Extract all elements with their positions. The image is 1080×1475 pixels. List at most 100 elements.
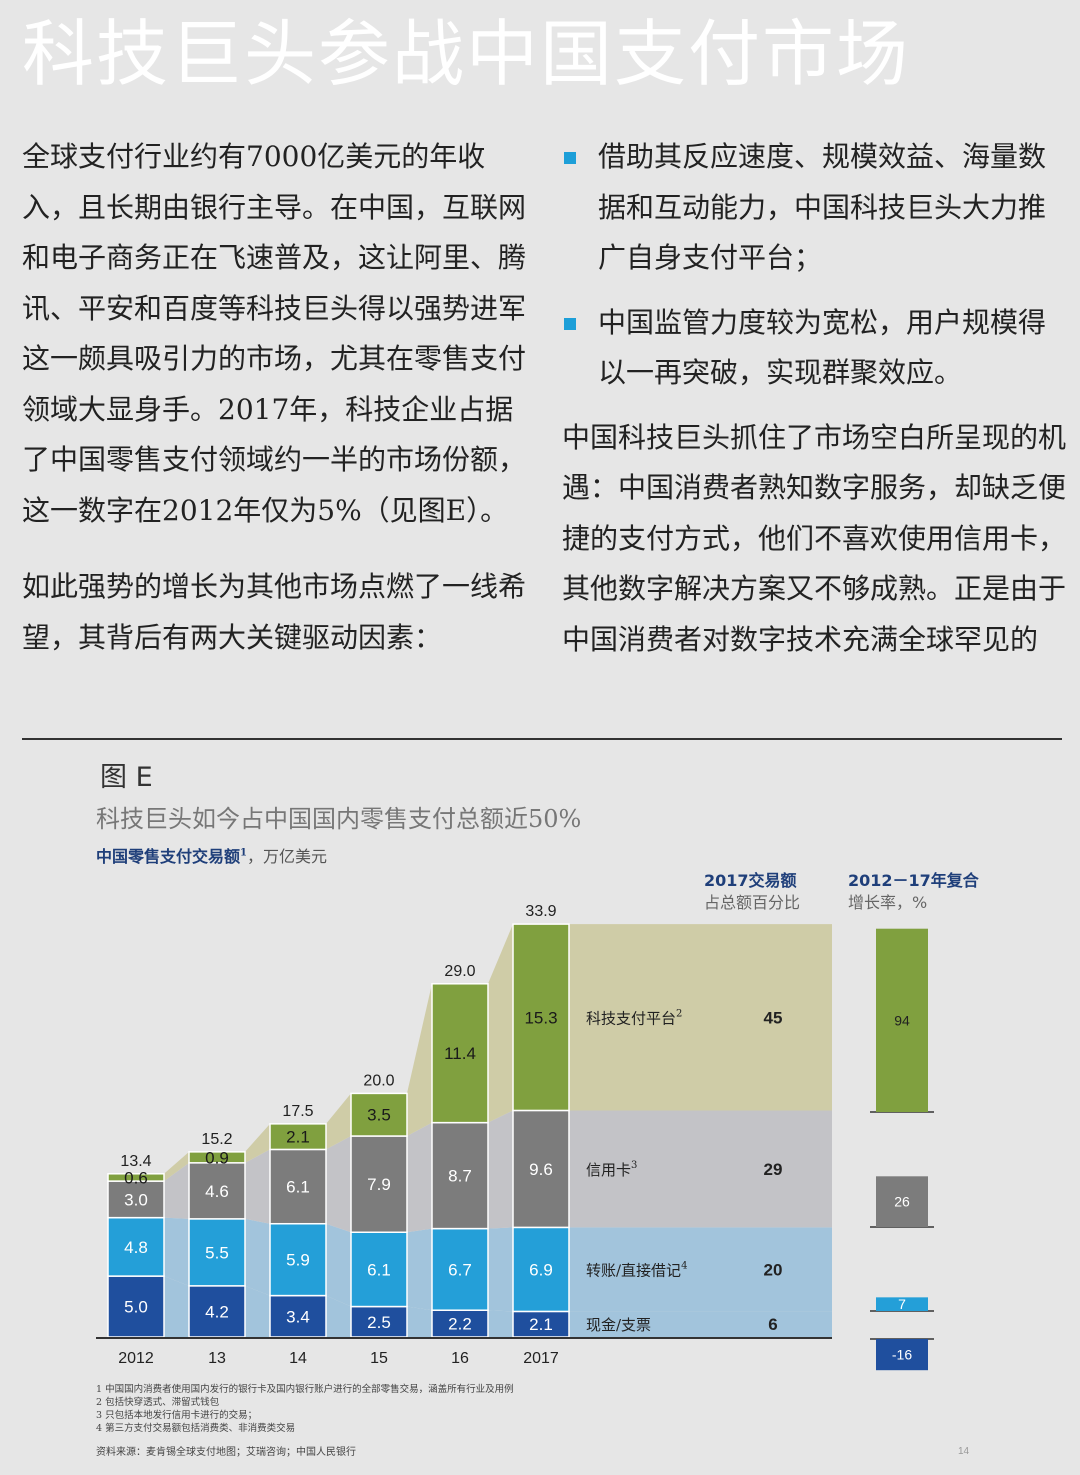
page-number: 14	[958, 1446, 970, 1457]
cagr-value-label: 26	[894, 1194, 910, 1210]
segment-value-label: 5.9	[286, 1251, 310, 1270]
footnote: 4 第三方支付交易额包括消费类、非消费类交易	[96, 1423, 296, 1434]
segment-value-label: 4.6	[205, 1182, 229, 1201]
segment-value-label: 3.5	[367, 1106, 391, 1125]
series-legend-label: 科技支付平台2	[586, 1008, 682, 1027]
segment-value-label: 3.4	[286, 1307, 310, 1326]
segment-value-label: 6.9	[529, 1260, 553, 1279]
share-value: 20	[764, 1260, 783, 1279]
segment-value-label: 8.7	[448, 1167, 472, 1186]
figure-title: 科技巨头如今占中国国内零售支付总额近50%	[96, 805, 582, 833]
bar-segment	[107, 1173, 165, 1182]
segment-value-label: 4.2	[205, 1302, 229, 1321]
cagr-header-line2: 增长率，%	[848, 893, 928, 912]
cagr-bar	[876, 1176, 928, 1227]
segment-value-label: 7.9	[367, 1175, 391, 1194]
share-value: 6	[768, 1315, 777, 1334]
segment-value-label: 2.2	[448, 1315, 472, 1334]
bar-total-label: 29.0	[444, 963, 475, 980]
share-value: 29	[764, 1160, 783, 1179]
series-legend-label: 现金/支票	[586, 1316, 651, 1334]
share-value: 45	[764, 1008, 783, 1027]
bar-segment	[107, 1275, 165, 1338]
bar-segment	[512, 1310, 570, 1338]
left-column: 全球支付行业约有7000亿美元的年收入，且长期由银行主导。在中国，互联网和电子商…	[22, 132, 527, 663]
cagr-bar	[876, 1339, 928, 1371]
segment-value-label: 5.5	[205, 1243, 229, 1262]
bar-segment	[188, 1162, 246, 1220]
share-header-line2: 占总额百分比	[704, 893, 801, 912]
bar-segment	[431, 983, 489, 1124]
opportunity-paragraph: 中国科技巨头抓住了市场空白所呈现的机遇：中国消费者熟知数字服务，却缺乏便捷的支付…	[562, 420, 1067, 656]
bar-total-label: 13.4	[120, 1153, 151, 1170]
intro-paragraph: 全球支付行业约有7000亿美元的年收入，且长期由银行主导。在中国，互联网和电子商…	[22, 140, 527, 527]
subtitle-unit: ，万亿美元	[246, 847, 327, 866]
series-legend-label: 转账/直接借记4	[586, 1260, 687, 1279]
page-title: 科技巨头参战中国支付市场	[22, 12, 911, 96]
subtitle-footnote-mark: 1	[240, 847, 247, 859]
segment-value-label: 5.0	[124, 1298, 148, 1317]
bar-segment	[107, 1216, 165, 1277]
category-tick-label: 14	[289, 1350, 307, 1367]
segment-value-label: 6.1	[367, 1260, 391, 1279]
bar-segment	[269, 1148, 327, 1225]
bar-segment	[269, 1123, 327, 1151]
cagr-value-label: 94	[894, 1012, 910, 1028]
bar-segment	[350, 1092, 408, 1137]
figure-subtitle: 中国零售支付交易额1，万亿美元	[96, 843, 327, 867]
footnote: 1 中国国内消费者使用国内发行的银行卡及国内银行账户进行的全部零售交易，涵盖所有…	[96, 1384, 514, 1395]
bar-segment	[350, 1305, 408, 1338]
right-column: 借助其反应速度、规模效益、海量数据和互动能力，中国科技巨头大力推广自身支付平台；…	[562, 132, 1067, 665]
bullet-item: 借助其反应速度、规模效益、海量数据和互动能力，中国科技巨头大力推广自身支付平台；	[562, 132, 1067, 284]
figure-divider	[22, 738, 1062, 740]
bar-total-label: 33.9	[525, 903, 556, 920]
footnote: 3 只包括本地发行信用卡进行的交易；	[96, 1410, 258, 1421]
legend-footnote-mark: 3	[631, 1160, 637, 1171]
segment-value-label: 6.7	[448, 1260, 472, 1279]
bar-total-label: 20.0	[363, 1072, 394, 1089]
segment-value-label: 15.3	[524, 1008, 557, 1027]
bullet-item: 中国监管力度较为宽松，用户规模得以一再突破，实现群聚效应。	[562, 298, 1067, 399]
cagr-header: 2012－17年复合 增长率，%	[848, 870, 979, 914]
figure-label: 图 E	[100, 762, 153, 793]
bar-segment	[512, 1109, 570, 1229]
legend-footnote-mark: 2	[676, 1008, 682, 1019]
bar-segment	[431, 1121, 489, 1230]
series-legend-label: 信用卡3	[586, 1160, 637, 1179]
cagr-value-label: 7	[898, 1296, 906, 1312]
drivers-paragraph: 如此强势的增长为其他市场点燃了一线希望，其背后有两大关键驱动因素：	[22, 570, 527, 654]
segment-value-label: 4.8	[124, 1238, 148, 1257]
footnote: 2 包括快穿透式、滞留式钱包	[96, 1397, 220, 1408]
category-tick-label: 2012	[118, 1350, 154, 1367]
bar-segment	[431, 1309, 489, 1338]
subtitle-text: 中国零售支付交易额	[96, 847, 241, 866]
segment-value-label: 3.0	[124, 1190, 148, 1209]
cagr-bar	[876, 1297, 928, 1311]
category-tick-label: 16	[451, 1350, 469, 1367]
segment-value-label: 2.5	[367, 1313, 391, 1332]
segment-value-label: 9.6	[529, 1160, 553, 1179]
segment-value-label: 11.4	[444, 1044, 476, 1063]
segment-value-label: 6.1	[286, 1178, 310, 1197]
category-tick-label: 13	[208, 1350, 226, 1367]
segment-value-label: 2.1	[286, 1128, 310, 1147]
bar-total-label: 15.2	[201, 1131, 232, 1148]
legend-footnote-mark: 4	[681, 1260, 687, 1271]
cagr-header-line1: 2012－17年复合	[848, 871, 979, 890]
source-note: 资料来源：麦肯锡全球支付地图；艾瑞咨询；中国人民银行	[96, 1447, 356, 1458]
category-tick-label: 15	[370, 1350, 388, 1367]
footnotes: 1 中国国内消费者使用国内发行的银行卡及国内银行账户进行的全部零售交易，涵盖所有…	[96, 1383, 514, 1435]
bar-segment	[188, 1151, 246, 1164]
segment-value-label: 2.1	[529, 1315, 553, 1334]
share-header-line1: 2017交易额	[704, 871, 797, 890]
category-tick-label: 2017	[523, 1350, 559, 1367]
bar-segment	[512, 923, 570, 1112]
bar-total-label: 17.5	[282, 1103, 313, 1120]
cagr-value-label: -16	[892, 1347, 912, 1363]
segment-value-label: 0.6	[124, 1168, 148, 1187]
segment-value-label: 0.9	[205, 1148, 229, 1167]
share-header: 2017交易额 占总额百分比	[704, 870, 800, 914]
cagr-bar	[876, 928, 928, 1112]
bar-segment	[107, 1180, 165, 1219]
